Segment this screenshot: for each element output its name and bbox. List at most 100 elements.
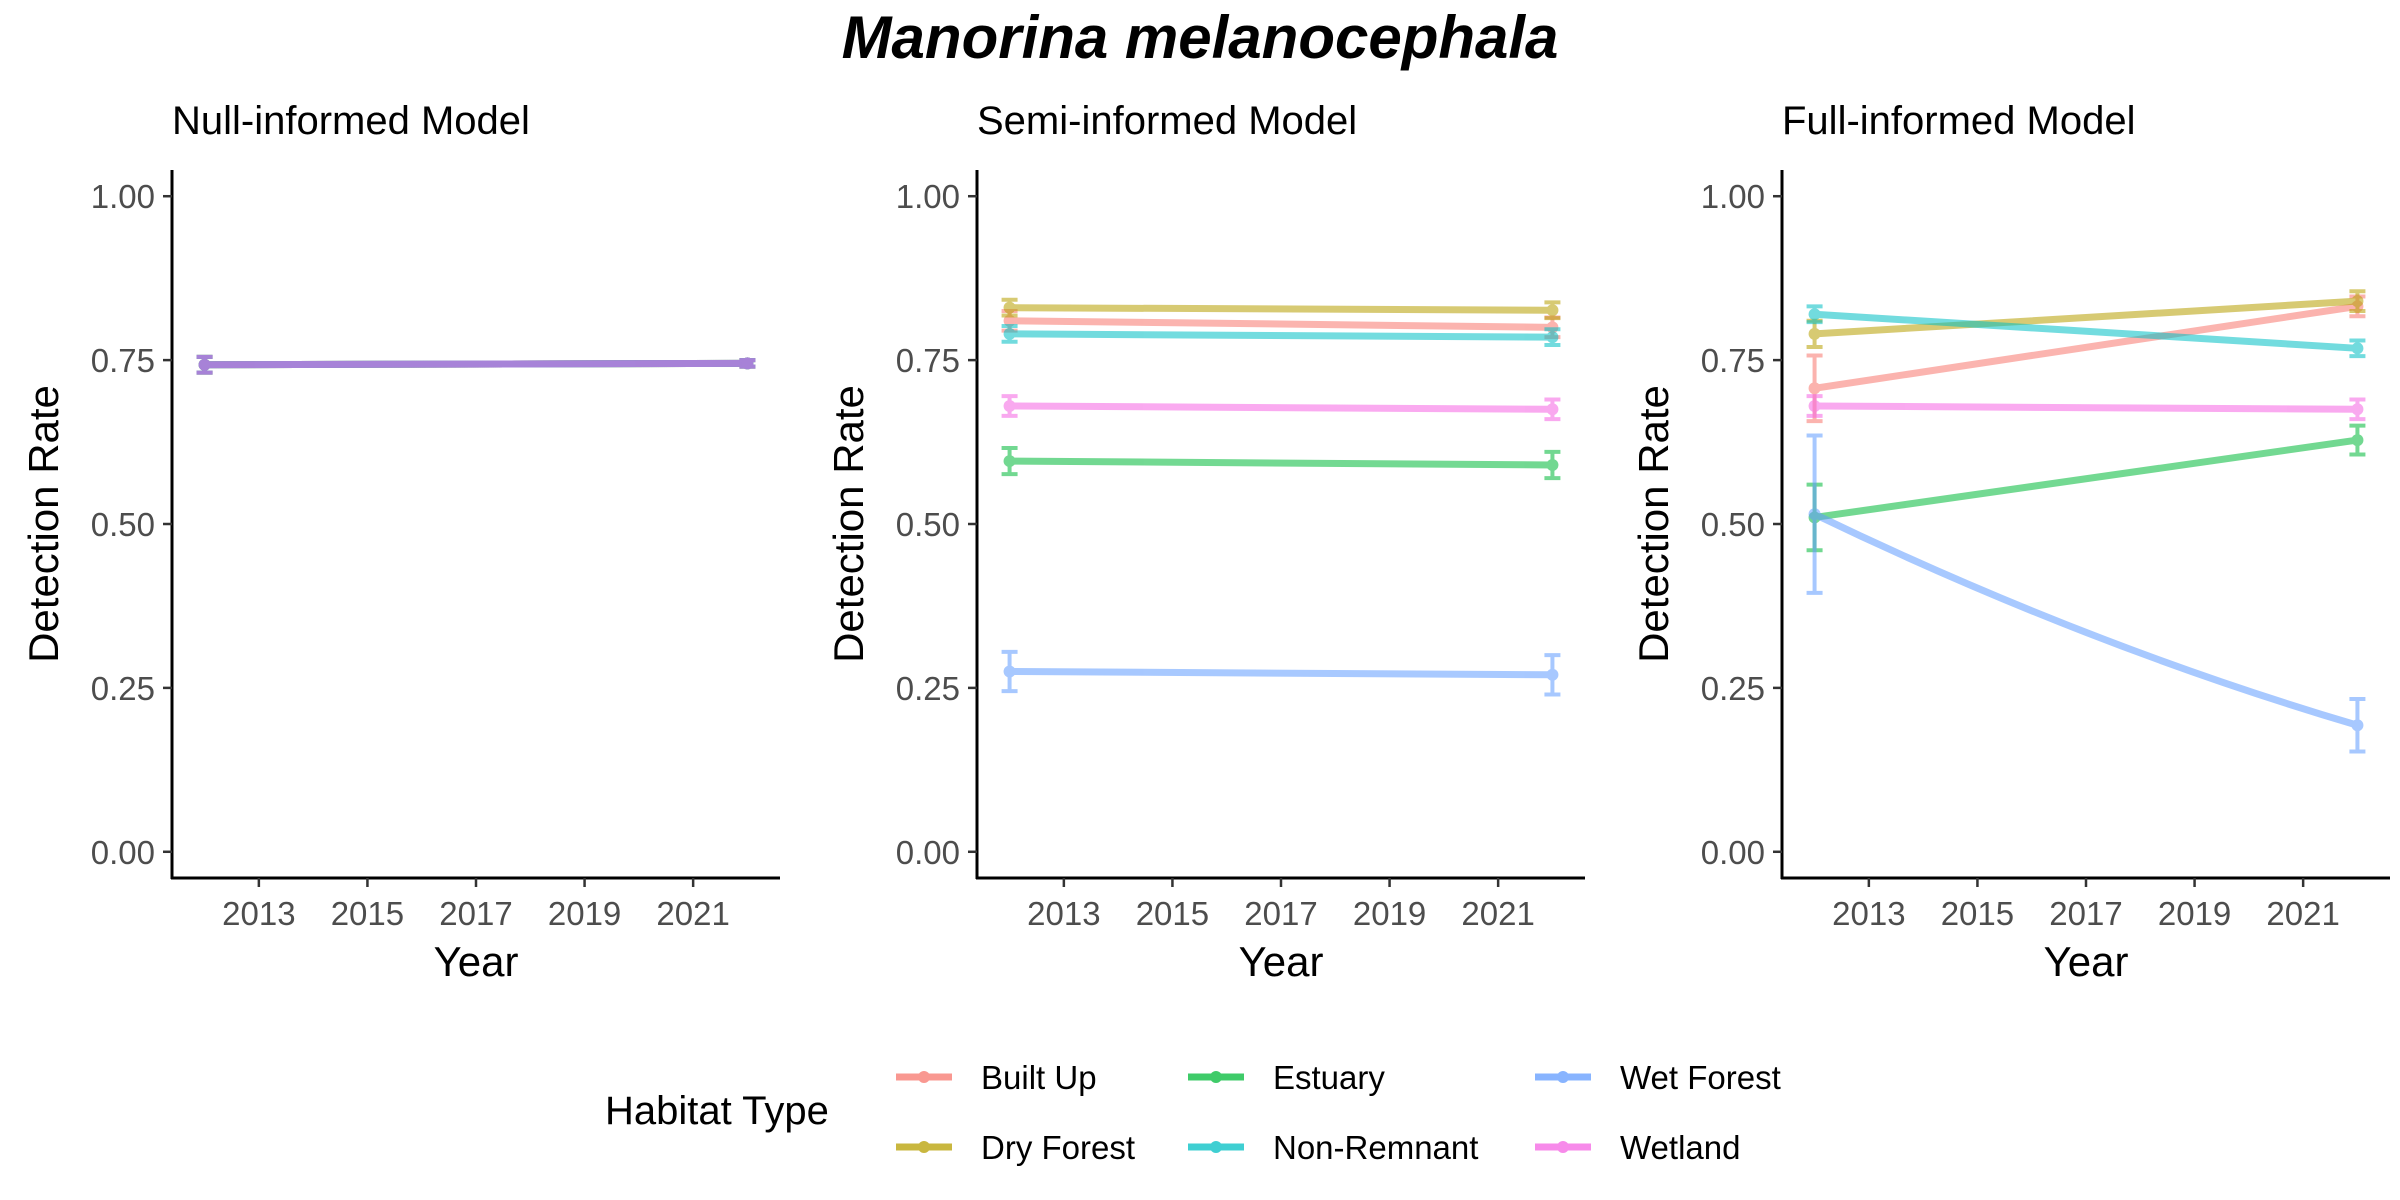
series-line (1006, 402, 1556, 413)
data-point (1546, 403, 1559, 416)
x-tick-label: 2021 (1461, 895, 1534, 932)
panel-3: Full-informed Model 0.00 0.25 0.50 0.75 1.00 2… (1630, 99, 2390, 985)
legend-label: Wet Forest (1620, 1059, 1781, 1096)
x-tick-label: 2021 (656, 895, 729, 932)
series-non-remnant (1001, 324, 1561, 348)
legend-key (896, 1141, 952, 1153)
legend-key (1188, 1071, 1244, 1083)
panel-1: Null-informed Model 0.00 0.25 0.50 0.75 1.00 2… (20, 99, 780, 985)
legend-key (1188, 1141, 1244, 1153)
legend-item: Wetland (1535, 1129, 1740, 1166)
y-tick-label: 0.25 (896, 670, 960, 707)
data-point (1546, 459, 1559, 471)
y-tick-label: 0.50 (1701, 506, 1765, 543)
x-tick-label: 2019 (2158, 895, 2231, 932)
x-tick-label: 2017 (2049, 895, 2122, 932)
x-axis-title: Year (2044, 938, 2129, 985)
y-tick-label: 0.25 (1701, 670, 1765, 707)
x-tick-label: 2015 (331, 895, 404, 932)
legend-item: Built Up (896, 1059, 1097, 1096)
series-line (1006, 668, 1556, 679)
series-wet-forest (1001, 649, 1561, 697)
data-point (1808, 327, 1821, 340)
data-point (1546, 331, 1559, 344)
legend-key-point (1557, 1141, 1569, 1153)
x-tick-label: 2013 (1832, 895, 1905, 932)
legend-item: Wet Forest (1535, 1059, 1781, 1096)
data-point (1003, 400, 1016, 412)
y-tick-label: 1.00 (896, 178, 960, 215)
y-tick-label: 0.00 (896, 834, 960, 871)
legend-key-point (1557, 1071, 1569, 1083)
series-line (1811, 297, 2361, 338)
data-point (1808, 400, 1821, 412)
series-estuary (1806, 423, 2366, 553)
panels: Null-informed Model 0.00 0.25 0.50 0.75 1.00 2… (20, 99, 2390, 985)
x-tick-label: 2013 (1027, 895, 1100, 932)
y-tick-label: 0.75 (91, 342, 155, 379)
panel-title: Semi-informed Model (977, 99, 1357, 143)
y-tick-label: 0.75 (1701, 342, 1765, 379)
y-tick-label: 1.00 (1701, 178, 1765, 215)
panel-2: Semi-informed Model 0.00 0.25 0.50 0.75 1.00 2… (825, 99, 1585, 985)
series-line (201, 359, 751, 369)
data-point (1003, 327, 1016, 340)
legend-key-point (1210, 1071, 1222, 1083)
x-tick-label: 2017 (1244, 895, 1317, 932)
data-point (2351, 434, 2364, 447)
y-tick-label: 0.25 (91, 670, 155, 707)
data-point (2351, 342, 2364, 355)
chart-title: Manorina melanocephala (842, 4, 1559, 71)
x-tick-label: 2015 (1136, 895, 1209, 932)
legend-key (1535, 1141, 1591, 1153)
data-point (1003, 455, 1016, 468)
series-line (1006, 330, 1556, 341)
legend-label: Non-Remnant (1273, 1129, 1478, 1166)
series-line (1811, 510, 2361, 729)
panel-title: Full-informed Model (1782, 99, 2135, 143)
x-tick-label: 2015 (1941, 895, 2014, 932)
data-point (198, 358, 211, 371)
series-line (1811, 402, 2361, 413)
legend-item: Non-Remnant (1188, 1129, 1478, 1166)
legend-key-point (1210, 1141, 1222, 1153)
x-tick-label: 2021 (2266, 895, 2339, 932)
y-tick-label: 0.50 (91, 506, 155, 543)
data-point (2351, 403, 2364, 416)
series-wet-forest (1806, 433, 2366, 754)
series-wetland (1806, 394, 2366, 422)
legend-label: Built Up (981, 1059, 1097, 1096)
series-wetland (196, 354, 756, 375)
legend-item: Dry Forest (896, 1129, 1135, 1166)
x-tick-label: 2017 (439, 895, 512, 932)
legend-key (896, 1071, 952, 1083)
legend-label: Wetland (1620, 1129, 1740, 1166)
data-point (1808, 382, 1821, 395)
data-point (1003, 665, 1016, 678)
x-axis-title: Year (1239, 938, 1324, 985)
legend-title: Habitat Type (605, 1089, 829, 1133)
y-tick-label: 0.50 (896, 506, 960, 543)
data-point (2351, 719, 2364, 732)
data-point (741, 357, 754, 370)
series-line (1811, 310, 2361, 352)
legend-item: Estuary (1188, 1059, 1385, 1096)
data-point (1808, 308, 1821, 321)
series-line (1811, 436, 2361, 521)
series-dry-forest (1001, 297, 1561, 321)
data-point (2351, 295, 2364, 308)
legend-label: Estuary (1273, 1059, 1385, 1096)
series-wetland (1001, 394, 1561, 422)
series-estuary (1001, 445, 1561, 481)
data-point (1546, 304, 1559, 317)
y-axis-title: Detection Rate (1630, 385, 1677, 663)
x-tick-label: 2019 (548, 895, 621, 932)
x-axis-title: Year (434, 938, 519, 985)
legend: Habitat Type Built Up Dry Forest Estuary Non… (605, 1059, 1781, 1166)
y-axis-title: Detection Rate (20, 385, 67, 663)
data-point (1808, 508, 1821, 521)
series-line (1811, 302, 2361, 392)
series-line (1006, 317, 1556, 331)
legend-key-point (918, 1141, 930, 1153)
